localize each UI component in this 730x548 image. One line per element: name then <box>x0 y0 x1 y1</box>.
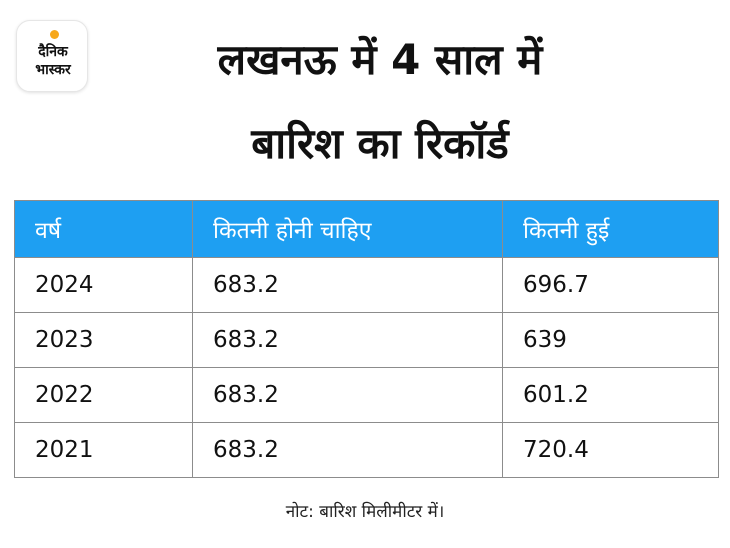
cell-actual: 601.2 <box>502 367 719 423</box>
table-header-row: वर्ष कितनी होनी चाहिए कितनी हुई <box>14 200 719 258</box>
page-title-line-1: लखनऊ में 4 साल में <box>217 35 543 84</box>
cell-year: 2023 <box>14 312 193 368</box>
cell-expected: 683.2 <box>192 422 503 478</box>
header-expected: कितनी होनी चाहिए <box>192 200 503 258</box>
page-title-line-2: बारिश का रिकॉर्ड <box>251 119 509 168</box>
logo-line-2: भास्कर <box>35 62 71 78</box>
cell-year: 2021 <box>14 422 193 478</box>
cell-actual: 696.7 <box>502 257 719 313</box>
logo-line-1: दैनिक <box>38 44 68 60</box>
cell-actual: 639 <box>502 312 719 368</box>
brand-logo: दैनिक भास्कर <box>16 20 88 92</box>
header-actual: कितनी हुई <box>502 200 719 258</box>
header-year: वर्ष <box>14 200 193 258</box>
table-row: 2021 683.2 720.4 <box>14 422 719 478</box>
cell-actual: 720.4 <box>502 422 719 478</box>
sun-icon <box>50 30 59 39</box>
cell-year: 2024 <box>14 257 193 313</box>
cell-year: 2022 <box>14 367 193 423</box>
rainfall-table: वर्ष कितनी होनी चाहिए कितनी हुई 2024 683… <box>14 200 719 478</box>
table-row: 2024 683.2 696.7 <box>14 257 719 313</box>
cell-expected: 683.2 <box>192 257 503 313</box>
cell-expected: 683.2 <box>192 367 503 423</box>
footnote: नोट: बारिश मिलीमीटर में। <box>285 502 445 522</box>
table-row: 2023 683.2 639 <box>14 312 719 368</box>
cell-expected: 683.2 <box>192 312 503 368</box>
table-row: 2022 683.2 601.2 <box>14 367 719 423</box>
